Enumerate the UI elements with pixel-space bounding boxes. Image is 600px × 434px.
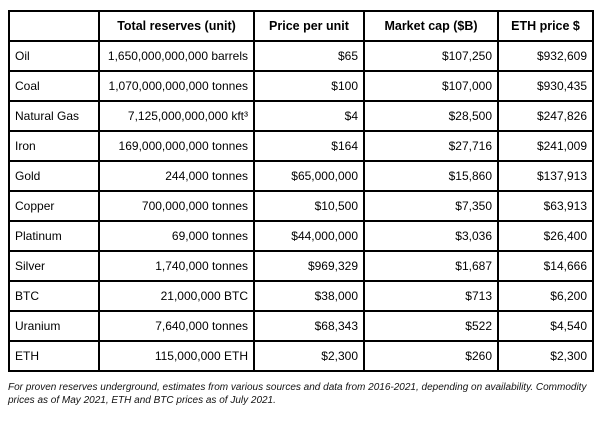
reserves-cell: 1,650,000,000,000 barrels xyxy=(98,40,255,72)
commodity-cell: Oil xyxy=(8,40,100,72)
commodity-cell: Silver xyxy=(8,250,100,282)
header-row: Total reserves (unit) Price per unit Mar… xyxy=(8,10,594,42)
eth-price-cell: $14,666 xyxy=(497,250,594,282)
table-row: Gold 244,000 tonnes $65,000,000 $15,860 … xyxy=(8,160,594,192)
market-cap-cell: $1,687 xyxy=(363,250,499,282)
price-cell: $100 xyxy=(253,70,365,102)
reserves-cell: 115,000,000 ETH xyxy=(98,340,255,372)
price-cell: $44,000,000 xyxy=(253,220,365,252)
header-cell-blank xyxy=(8,10,100,42)
header-cell-market-cap: Market cap ($B) xyxy=(363,10,499,42)
price-cell: $164 xyxy=(253,130,365,162)
price-cell: $68,343 xyxy=(253,310,365,342)
commodity-cell: Natural Gas xyxy=(8,100,100,132)
table-row: Uranium 7,640,000 tonnes $68,343 $522 $4… xyxy=(8,310,594,342)
market-cap-cell: $15,860 xyxy=(363,160,499,192)
market-cap-cell: $28,500 xyxy=(363,100,499,132)
market-cap-cell: $27,716 xyxy=(363,130,499,162)
reserves-cell: 1,070,000,000,000 tonnes xyxy=(98,70,255,102)
market-cap-cell: $3,036 xyxy=(363,220,499,252)
reserves-cell: 69,000 tonnes xyxy=(98,220,255,252)
table-row: ETH 115,000,000 ETH $2,300 $260 $2,300 xyxy=(8,340,594,372)
footnote-text: For proven reserves underground, estimat… xyxy=(8,382,587,406)
eth-price-cell: $137,913 xyxy=(497,160,594,192)
market-cap-cell: $522 xyxy=(363,310,499,342)
table-row: Coal 1,070,000,000,000 tonnes $100 $107,… xyxy=(8,70,594,102)
price-cell: $38,000 xyxy=(253,280,365,312)
header-cell-price: Price per unit xyxy=(253,10,365,42)
table-row: Silver 1,740,000 tonnes $969,329 $1,687 … xyxy=(8,250,594,282)
table-row: Platinum 69,000 tonnes $44,000,000 $3,03… xyxy=(8,220,594,252)
reserves-cell: 700,000,000 tonnes xyxy=(98,190,255,222)
header-cell-reserves: Total reserves (unit) xyxy=(98,10,255,42)
reserves-cell: 244,000 tonnes xyxy=(98,160,255,192)
price-cell: $10,500 xyxy=(253,190,365,222)
reserves-cell: 7,125,000,000,000 kft³ xyxy=(98,100,255,132)
eth-price-cell: $241,009 xyxy=(497,130,594,162)
table-row: Oil 1,650,000,000,000 barrels $65 $107,2… xyxy=(8,40,594,72)
market-cap-cell: $107,250 xyxy=(363,40,499,72)
commodity-cell: Copper xyxy=(8,190,100,222)
header-cell-eth-price: ETH price $ xyxy=(497,10,594,42)
market-cap-cell: $7,350 xyxy=(363,190,499,222)
eth-price-cell: $4,540 xyxy=(497,310,594,342)
reserves-cell: 169,000,000,000 tonnes xyxy=(98,130,255,162)
price-cell: $65,000,000 xyxy=(253,160,365,192)
eth-price-cell: $932,609 xyxy=(497,40,594,72)
commodity-cell: Iron xyxy=(8,130,100,162)
market-cap-cell: $713 xyxy=(363,280,499,312)
table-row: BTC 21,000,000 BTC $38,000 $713 $6,200 xyxy=(8,280,594,312)
commodity-cell: ETH xyxy=(8,340,100,372)
table-row: Natural Gas 7,125,000,000,000 kft³ $4 $2… xyxy=(8,100,594,132)
eth-price-cell: $930,435 xyxy=(497,70,594,102)
reserves-cell: 7,640,000 tonnes xyxy=(98,310,255,342)
reserves-cell: 1,740,000 tonnes xyxy=(98,250,255,282)
price-cell: $969,329 xyxy=(253,250,365,282)
eth-price-cell: $26,400 xyxy=(497,220,594,252)
price-cell: $2,300 xyxy=(253,340,365,372)
eth-price-cell: $6,200 xyxy=(497,280,594,312)
eth-price-cell: $63,913 xyxy=(497,190,594,222)
price-cell: $65 xyxy=(253,40,365,72)
commodity-cell: Coal xyxy=(8,70,100,102)
market-cap-cell: $260 xyxy=(363,340,499,372)
reserves-cell: 21,000,000 BTC xyxy=(98,280,255,312)
table-row: Iron 169,000,000,000 tonnes $164 $27,716… xyxy=(8,130,594,162)
market-cap-cell: $107,000 xyxy=(363,70,499,102)
commodity-cell: Gold xyxy=(8,160,100,192)
commodity-cell: BTC xyxy=(8,280,100,312)
commodities-table: Total reserves (unit) Price per unit Mar… xyxy=(8,10,594,372)
price-cell: $4 xyxy=(253,100,365,132)
eth-price-cell: $247,826 xyxy=(497,100,594,132)
eth-price-cell: $2,300 xyxy=(497,340,594,372)
table-row: Copper 700,000,000 tonnes $10,500 $7,350… xyxy=(8,190,594,222)
commodity-cell: Platinum xyxy=(8,220,100,252)
commodity-cell: Uranium xyxy=(8,310,100,342)
